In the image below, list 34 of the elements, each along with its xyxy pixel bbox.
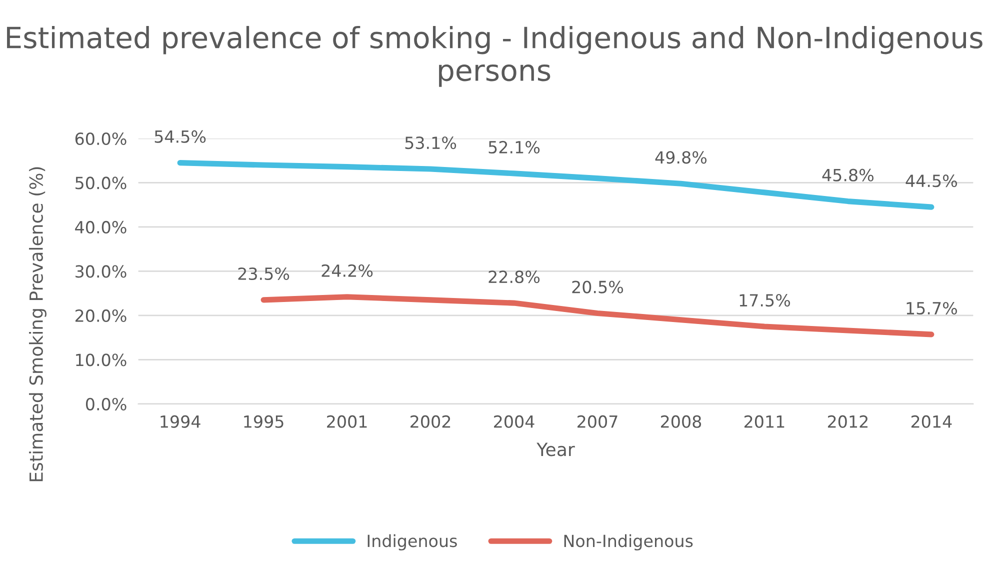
data-label: 52.1% [488,140,540,154]
data-label: 53.1% [405,136,456,150]
x-tick-label: 2002 [410,415,450,428]
x-tick-label: 2012 [828,415,868,428]
y-tick-label: 20.0% [75,309,126,322]
data-label: 54.5% [154,130,206,143]
data-label: 45.8% [822,168,874,182]
y-tick-label: 40.0% [75,220,126,234]
y-tick-label: 0.0% [86,398,126,410]
data-label: 15.7% [906,302,957,315]
x-tick-label: 2001 [327,415,367,428]
x-tick-label: 2008 [660,415,702,428]
x-axis-title: Year [536,442,575,456]
y-tick-label: 10.0% [76,354,126,366]
x-tick-label: 1995 [244,415,284,428]
y-tick-label: 30.0% [76,265,126,278]
x-tick-label: 2007 [578,415,618,428]
y-tick-label: 50.0% [76,176,126,190]
y-axis-title: Estimated Smoking Prevalence (%) [29,167,46,482]
data-label: 49.8% [655,151,707,164]
data-label: 24.2% [322,264,373,277]
x-tick-label: 1994 [160,415,200,428]
data-label: 17.5% [740,294,790,307]
y-tick-label: 60.0% [75,132,126,146]
x-tick-label: 2011 [744,415,784,428]
data-label: 44.5% [906,174,957,188]
data-label: 23.5% [238,267,290,280]
x-tick-label: 2014 [911,415,952,428]
x-tick-label: 2004 [494,415,534,428]
legend-label: Non-Indigenous [564,534,693,550]
chart-title: Estimated prevalence of smoking - Indigenous and Non-Indigenous persons [7,26,982,87]
legend-label: Indigenous [368,534,457,550]
data-label: 20.5% [572,280,624,294]
data-label: 22.8% [488,270,540,284]
